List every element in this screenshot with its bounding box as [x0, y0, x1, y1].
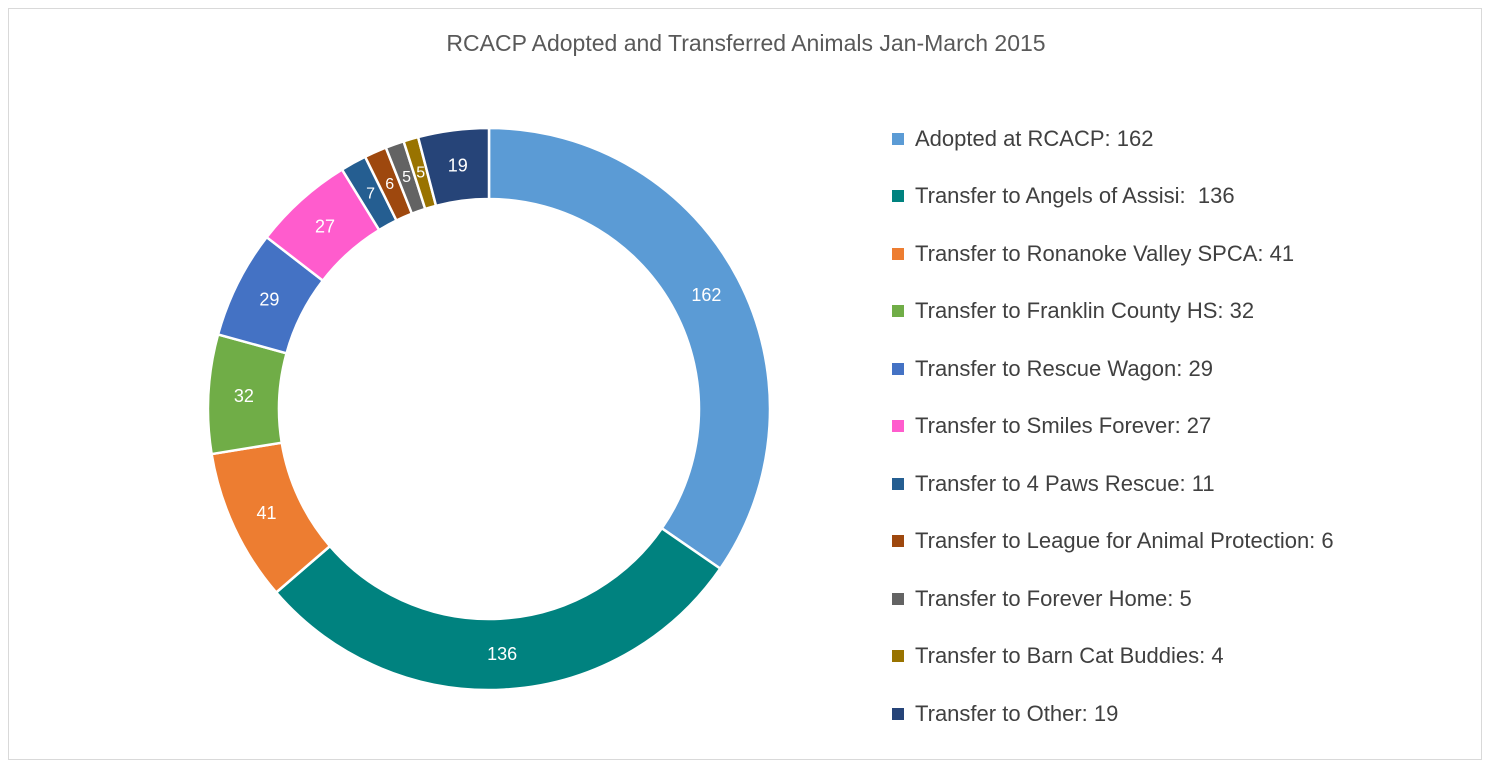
legend-label-3: Transfer to Franklin County HS: 32	[915, 298, 1255, 324]
legend-item-4: Transfer to Rescue Wagon: 29	[892, 340, 1334, 398]
legend-label-8: Transfer to Forever Home: 5	[915, 585, 1192, 611]
legend-item-1: Transfer to Angels of Assisi: 136	[892, 168, 1334, 226]
legend-label-1: Transfer to Angels of Assisi: 136	[915, 183, 1235, 209]
legend-swatch-7	[892, 535, 904, 548]
slice-data-label-6: 7	[366, 185, 375, 202]
legend-item-5: Transfer to Smiles Forever: 27	[892, 398, 1334, 456]
legend-label-7: Transfer to League for Animal Protection…	[915, 528, 1334, 554]
legend-swatch-10	[892, 707, 904, 720]
legend-item-7: Transfer to League for Animal Protection…	[892, 513, 1334, 571]
legend-swatch-5	[892, 420, 904, 433]
legend-label-4: Transfer to Rescue Wagon: 29	[915, 355, 1213, 381]
legend-swatch-8	[892, 592, 904, 605]
slice-data-label-8: 5	[402, 169, 411, 186]
legend-label-0: Adopted at RCACP: 162	[915, 125, 1154, 151]
slice-data-label-3: 32	[234, 386, 254, 406]
legend-label-10: Transfer to Other: 19	[915, 700, 1119, 726]
slice-data-label-7: 6	[385, 176, 394, 193]
legend-label-6: Transfer to 4 Paws Rescue: 11	[915, 470, 1215, 496]
slice-data-label-4: 29	[259, 289, 279, 309]
legend-swatch-4	[892, 362, 904, 375]
slice-data-label-10: 19	[448, 155, 468, 175]
legend-swatch-1	[892, 190, 904, 203]
legend-swatch-0	[892, 132, 904, 145]
legend-item-0: Adopted at RCACP: 162	[892, 110, 1334, 168]
legend-swatch-9	[892, 650, 904, 663]
slice-data-label-5: 27	[315, 216, 335, 236]
legend-swatch-6	[892, 477, 904, 490]
donut-slice-0	[487, 126, 772, 571]
chart-legend: Adopted at RCACP: 162 Transfer to Angels …	[892, 110, 1334, 743]
legend-item-3: Transfer to Franklin County HS: 32	[892, 283, 1334, 341]
legend-label-9: Transfer to Barn Cat Buddies: 4	[915, 643, 1224, 669]
legend-label-5: Transfer to Smiles Forever: 27	[915, 413, 1212, 439]
legend-item-8: Transfer to Forever Home: 5	[892, 570, 1334, 628]
slice-data-label-1: 136	[487, 644, 517, 664]
legend-item-10: Transfer to Other: 19	[892, 685, 1334, 743]
slice-data-label-2: 41	[256, 503, 276, 523]
legend-item-9: Transfer to Barn Cat Buddies: 4	[892, 628, 1334, 686]
legend-item-2: Transfer to Ronanoke Valley SPCA: 41	[892, 225, 1334, 283]
legend-item-6: Transfer to 4 Paws Rescue: 11	[892, 455, 1334, 513]
legend-swatch-3	[892, 305, 904, 318]
donut-slice-1	[274, 526, 722, 692]
legend-label-2: Transfer to Ronanoke Valley SPCA: 41	[915, 240, 1295, 266]
legend-swatch-2	[892, 247, 904, 260]
donut-slice-10	[416, 126, 491, 208]
slice-data-label-9: 5	[416, 165, 425, 182]
chart-title: RCACP Adopted and Transferred Animals Ja…	[446, 30, 1046, 56]
slice-data-label-0: 162	[691, 285, 721, 305]
